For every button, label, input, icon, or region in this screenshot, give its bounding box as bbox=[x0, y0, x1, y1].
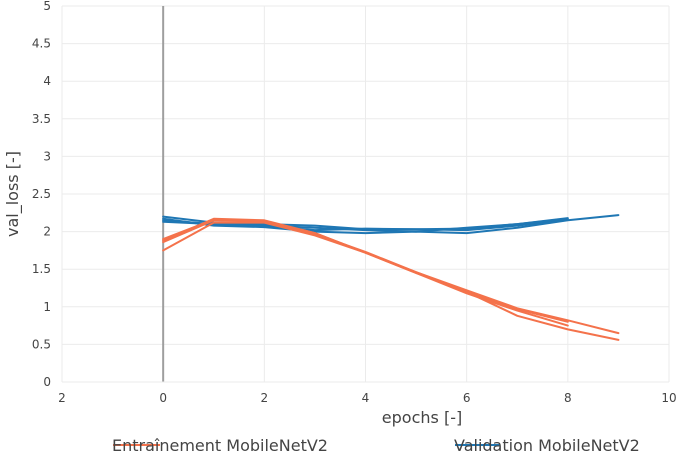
legend-label-validation: Validation MobileNetV2 bbox=[454, 436, 640, 452]
series-line-validation-3 bbox=[162, 214, 620, 235]
x-tick-label: 2 bbox=[58, 391, 66, 405]
series-line-train-8 bbox=[162, 218, 620, 335]
x-tick-label: 6 bbox=[463, 391, 471, 405]
series-group bbox=[162, 214, 620, 341]
x-tick-labels: 2 0 2 4 6 8 10 bbox=[58, 391, 676, 405]
y-tick-label: 4 bbox=[43, 74, 51, 88]
y-tick-label: 4.5 bbox=[32, 37, 51, 51]
y-tick-label: 0.5 bbox=[32, 337, 51, 351]
y-tick-label: 1.5 bbox=[32, 262, 51, 276]
y-tick-label: 1 bbox=[43, 300, 51, 314]
legend-label-train: Entraînement MobileNetV2 bbox=[112, 436, 328, 452]
grid bbox=[61, 5, 670, 382]
x-tick-label: 4 bbox=[362, 391, 370, 405]
y-tick-label: 3 bbox=[43, 149, 51, 163]
x-tick-label: 8 bbox=[564, 391, 572, 405]
x-tick-label: 2 bbox=[261, 391, 269, 405]
y-tick-label: 2 bbox=[43, 225, 51, 239]
x-tick-label: 10 bbox=[661, 391, 676, 405]
y-tick-label: 5 bbox=[43, 0, 51, 13]
y-tick-label: 2.5 bbox=[32, 187, 51, 201]
y-tick-labels: 0 0.5 1 1.5 2 2.5 3 3.5 4 4.5 5 bbox=[32, 0, 51, 389]
y-tick-label: 0 bbox=[43, 375, 51, 389]
y-axis-title: val_loss [-] bbox=[3, 151, 23, 237]
y-tick-label: 3.5 bbox=[32, 112, 51, 126]
x-tick-label: 0 bbox=[159, 391, 167, 405]
legend: Entraînement MobileNetV2 Validation Mobi… bbox=[112, 436, 640, 452]
x-axis-title: epochs [-] bbox=[382, 408, 462, 427]
series-line-validation-4 bbox=[162, 217, 569, 232]
axes bbox=[61, 6, 669, 383]
series-line-train-7 bbox=[162, 219, 620, 341]
